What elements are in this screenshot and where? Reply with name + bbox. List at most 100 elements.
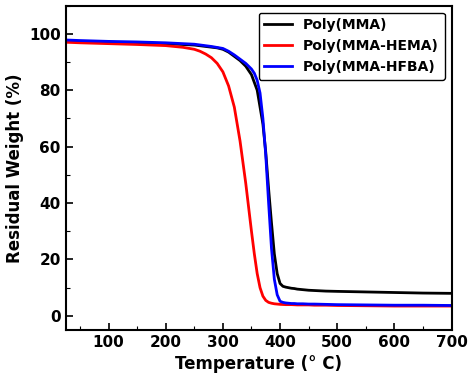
Poly(MMA) bbox=[283, 285, 289, 290]
Poly(MMA) bbox=[334, 289, 340, 294]
Poly(MMA-HEMA) bbox=[300, 303, 306, 307]
Poly(MMA-HEMA) bbox=[192, 47, 197, 52]
Poly(MMA-HEMA) bbox=[257, 285, 263, 290]
Legend: Poly(MMA), Poly(MMA-HEMA), Poly(MMA-HFBA): Poly(MMA), Poly(MMA-HEMA), Poly(MMA-HFBA… bbox=[259, 13, 445, 80]
Poly(MMA-HFBA) bbox=[274, 293, 280, 297]
Poly(MMA) bbox=[243, 64, 249, 69]
Poly(MMA-HFBA) bbox=[243, 61, 249, 66]
Poly(MMA) bbox=[134, 41, 140, 45]
Line: Poly(MMA-HEMA): Poly(MMA-HEMA) bbox=[66, 42, 452, 306]
Poly(MMA-HFBA) bbox=[106, 39, 112, 44]
Poly(MMA-HFBA) bbox=[252, 71, 257, 75]
Poly(MMA) bbox=[280, 284, 286, 288]
Poly(MMA) bbox=[269, 221, 274, 225]
Poly(MMA-HFBA) bbox=[163, 41, 168, 45]
Poly(MMA) bbox=[286, 285, 291, 290]
Poly(MMA-HFBA) bbox=[220, 46, 226, 51]
Poly(MMA-HEMA) bbox=[77, 41, 83, 45]
Poly(MMA-HFBA) bbox=[392, 303, 397, 307]
Poly(MMA) bbox=[300, 287, 306, 292]
Poly(MMA-HEMA) bbox=[180, 45, 186, 50]
Poly(MMA-HEMA) bbox=[214, 61, 220, 66]
Poly(MMA) bbox=[294, 287, 300, 291]
Poly(MMA-HFBA) bbox=[249, 67, 254, 71]
Poly(MMA-HFBA) bbox=[297, 302, 303, 306]
Poly(MMA) bbox=[323, 289, 329, 293]
Poly(MMA-HFBA) bbox=[277, 299, 283, 304]
Poly(MMA) bbox=[312, 288, 317, 293]
Poly(MMA-HFBA) bbox=[231, 53, 237, 57]
Poly(MMA-HFBA) bbox=[283, 301, 289, 305]
Poly(MMA-HFBA) bbox=[263, 153, 269, 157]
Poly(MMA-HEMA) bbox=[249, 229, 254, 233]
Poly(MMA-HFBA) bbox=[420, 303, 426, 307]
Poly(MMA-HFBA) bbox=[134, 40, 140, 44]
Poly(MMA-HEMA) bbox=[283, 302, 289, 307]
Line: Poly(MMA-HFBA): Poly(MMA-HFBA) bbox=[66, 40, 452, 305]
Poly(MMA-HEMA) bbox=[252, 252, 257, 256]
Poly(MMA) bbox=[420, 291, 426, 295]
Poly(MMA-HEMA) bbox=[134, 42, 140, 47]
Poly(MMA-HEMA) bbox=[312, 303, 317, 307]
Poly(MMA-HEMA) bbox=[277, 302, 283, 307]
Poly(MMA-HEMA) bbox=[254, 271, 260, 276]
Poly(MMA-HEMA) bbox=[163, 43, 168, 48]
Poly(MMA) bbox=[266, 187, 272, 191]
Poly(MMA-HFBA) bbox=[254, 78, 260, 83]
Poly(MMA-HEMA) bbox=[323, 303, 329, 307]
Poly(MMA) bbox=[226, 50, 231, 54]
Poly(MMA-HFBA) bbox=[77, 38, 83, 43]
Poly(MMA-HFBA) bbox=[192, 42, 197, 47]
Poly(MMA) bbox=[220, 47, 226, 52]
Poly(MMA-HEMA) bbox=[220, 70, 226, 74]
Poly(MMA-HFBA) bbox=[334, 302, 340, 307]
Poly(MMA-HFBA) bbox=[272, 277, 277, 282]
Poly(MMA) bbox=[272, 252, 277, 256]
Y-axis label: Residual Weight (%): Residual Weight (%) bbox=[6, 73, 24, 263]
Poly(MMA-HFBA) bbox=[363, 303, 368, 307]
Poly(MMA-HFBA) bbox=[266, 201, 272, 205]
Poly(MMA) bbox=[237, 58, 243, 63]
Poly(MMA-HEMA) bbox=[63, 40, 69, 44]
Poly(MMA-HFBA) bbox=[237, 57, 243, 61]
Poly(MMA-HEMA) bbox=[243, 181, 249, 186]
Poly(MMA) bbox=[260, 122, 266, 126]
Poly(MMA) bbox=[192, 43, 197, 47]
Poly(MMA-HFBA) bbox=[294, 302, 300, 306]
Poly(MMA-HEMA) bbox=[266, 300, 272, 305]
X-axis label: Temperature (° C): Temperature (° C) bbox=[175, 356, 342, 373]
Poly(MMA) bbox=[77, 39, 83, 44]
Poly(MMA-HEMA) bbox=[289, 302, 294, 307]
Poly(MMA-HEMA) bbox=[420, 304, 426, 309]
Poly(MMA-HFBA) bbox=[449, 303, 455, 308]
Poly(MMA-HEMA) bbox=[449, 304, 455, 309]
Poly(MMA) bbox=[106, 40, 112, 44]
Poly(MMA) bbox=[449, 291, 455, 296]
Poly(MMA-HFBA) bbox=[323, 302, 329, 307]
Poly(MMA-HEMA) bbox=[203, 52, 209, 56]
Poly(MMA-HFBA) bbox=[306, 302, 311, 306]
Poly(MMA) bbox=[231, 54, 237, 59]
Poly(MMA-HEMA) bbox=[237, 139, 243, 143]
Poly(MMA-HEMA) bbox=[209, 55, 214, 60]
Poly(MMA-HEMA) bbox=[231, 105, 237, 110]
Poly(MMA-HFBA) bbox=[257, 91, 263, 95]
Poly(MMA-HFBA) bbox=[291, 301, 297, 306]
Poly(MMA) bbox=[291, 286, 297, 291]
Poly(MMA) bbox=[63, 39, 69, 43]
Poly(MMA-HEMA) bbox=[263, 298, 269, 303]
Poly(MMA-HFBA) bbox=[286, 301, 291, 305]
Poly(MMA-HEMA) bbox=[272, 302, 277, 306]
Poly(MMA-HFBA) bbox=[300, 302, 306, 306]
Poly(MMA) bbox=[263, 150, 269, 155]
Poly(MMA-HEMA) bbox=[392, 304, 397, 309]
Poly(MMA) bbox=[363, 290, 368, 294]
Poly(MMA) bbox=[274, 271, 280, 276]
Line: Poly(MMA): Poly(MMA) bbox=[66, 41, 452, 293]
Poly(MMA-HFBA) bbox=[63, 38, 69, 42]
Poly(MMA-HEMA) bbox=[294, 303, 300, 307]
Poly(MMA) bbox=[203, 44, 209, 49]
Poly(MMA) bbox=[249, 72, 254, 77]
Poly(MMA-HEMA) bbox=[260, 294, 266, 298]
Poly(MMA) bbox=[306, 288, 311, 293]
